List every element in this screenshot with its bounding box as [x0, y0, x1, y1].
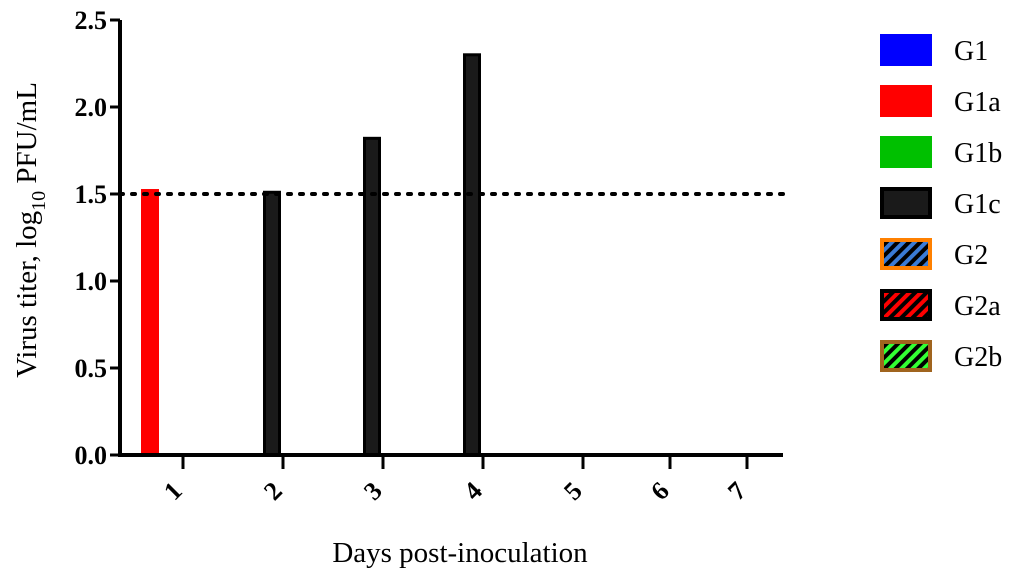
x-axis: 1 2 3 4 5 6 7 [118, 453, 783, 506]
legend-label-g2: G2 [954, 240, 988, 271]
x-tick-label: 5 [558, 476, 588, 506]
y-tick-label: 2.5 [75, 6, 108, 35]
x-axis-title: Days post-inoculation [332, 537, 588, 569]
legend-swatch-g2a [880, 289, 932, 321]
x-tick-label: 1 [158, 476, 188, 506]
y-axis-title: Virus titer, log10 PFU/mL [11, 82, 50, 378]
legend-label-g2a: G2a [954, 291, 1001, 322]
x-tick-label: 7 [722, 476, 752, 506]
legend: G1 G1a G1b G1c G2 G2a G2b [880, 34, 1002, 373]
y-tick-label: 0.5 [75, 354, 108, 383]
x-tick-label: 4 [458, 476, 488, 506]
bar-g1c-day-4 [463, 53, 481, 457]
legend-swatch-g1b [880, 136, 932, 168]
legend-label-g1c: G1c [954, 189, 1001, 220]
legend-label-g2b: G2b [954, 342, 1002, 373]
plot-area [118, 53, 785, 457]
legend-label-g1a: G1a [954, 87, 1001, 118]
y-tick-label: 1.5 [75, 180, 108, 209]
legend-swatch-g1a [880, 85, 932, 117]
legend-label-g1: G1 [954, 36, 988, 67]
x-tick-label: 2 [258, 476, 288, 506]
legend-swatch-g1 [880, 34, 932, 66]
y-tick-label: 1.0 [75, 267, 108, 296]
legend-swatch-g2b [880, 340, 932, 372]
legend-label-g1b: G1b [954, 138, 1002, 169]
bar-g1a-day-1 [141, 189, 159, 457]
legend-swatch-g1c [880, 187, 932, 219]
bar-g1c-day-2 [263, 190, 281, 457]
y-tick-label: 2.0 [75, 93, 108, 122]
x-tick-label: 6 [645, 476, 675, 506]
legend-swatch-g2 [880, 238, 932, 270]
y-axis: 0.0 0.5 1.0 1.5 2.0 2.5 [75, 6, 122, 470]
x-tick-label: 3 [358, 476, 388, 506]
bar-g1c-day-3 [363, 136, 381, 457]
y-tick-label: 0.0 [75, 441, 108, 470]
